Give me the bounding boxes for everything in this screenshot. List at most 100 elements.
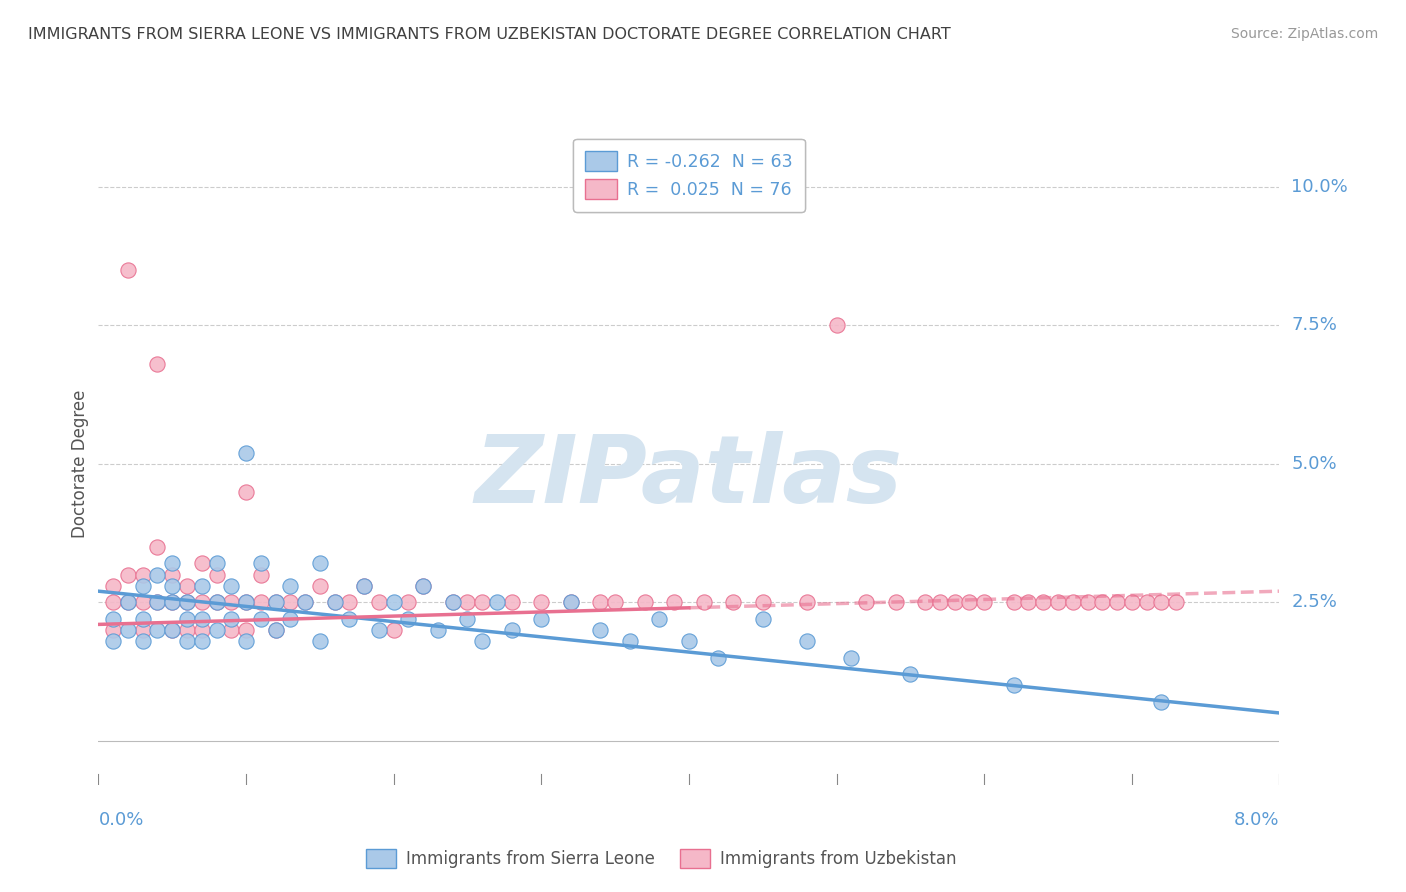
Point — [146, 595, 169, 609]
Point — [943, 595, 966, 609]
Point — [176, 579, 198, 593]
Point — [264, 595, 287, 609]
Point — [501, 595, 523, 609]
Point — [176, 595, 198, 609]
Point — [471, 634, 494, 648]
Point — [367, 623, 389, 637]
Point — [162, 595, 183, 609]
Point — [693, 595, 716, 609]
Point — [264, 623, 287, 637]
Point — [103, 623, 124, 637]
Point — [396, 612, 419, 626]
Point — [117, 595, 139, 609]
Point — [176, 623, 198, 637]
Point — [278, 579, 301, 593]
Point — [839, 650, 862, 665]
Point — [751, 612, 773, 626]
Point — [560, 595, 582, 609]
Text: ZIPatlas: ZIPatlas — [475, 431, 903, 523]
Point — [132, 595, 155, 609]
Text: IMMIGRANTS FROM SIERRA LEONE VS IMMIGRANTS FROM UZBEKISTAN DOCTORATE DEGREE CORR: IMMIGRANTS FROM SIERRA LEONE VS IMMIGRAN… — [28, 27, 950, 42]
Point — [235, 595, 257, 609]
Point — [619, 634, 641, 648]
Point — [219, 579, 242, 593]
Point — [205, 595, 228, 609]
Point — [1062, 595, 1084, 609]
Point — [146, 595, 169, 609]
Point — [353, 579, 375, 593]
Point — [337, 612, 360, 626]
Point — [103, 612, 124, 626]
Point — [146, 567, 169, 582]
Point — [162, 567, 183, 582]
Point — [323, 595, 346, 609]
Point — [219, 623, 242, 637]
Point — [396, 595, 419, 609]
Point — [1091, 595, 1114, 609]
Point — [796, 595, 818, 609]
Point — [1077, 595, 1099, 609]
Point — [382, 595, 405, 609]
Point — [485, 595, 508, 609]
Point — [117, 595, 139, 609]
Point — [250, 567, 273, 582]
Point — [1002, 678, 1025, 692]
Point — [678, 634, 700, 648]
Point — [191, 579, 214, 593]
Point — [1046, 595, 1069, 609]
Point — [308, 557, 332, 571]
Point — [235, 595, 257, 609]
Point — [560, 595, 582, 609]
Point — [235, 634, 257, 648]
Point — [235, 623, 257, 637]
Point — [250, 557, 273, 571]
Point — [721, 595, 744, 609]
Point — [898, 667, 921, 681]
Point — [176, 612, 198, 626]
Point — [162, 623, 183, 637]
Point — [353, 579, 375, 593]
Point — [103, 579, 124, 593]
Point — [382, 623, 405, 637]
Point — [132, 567, 155, 582]
Point — [219, 595, 242, 609]
Point — [1032, 595, 1054, 609]
Point — [1135, 595, 1157, 609]
Point — [1121, 595, 1143, 609]
Point — [294, 595, 316, 609]
Point — [412, 579, 434, 593]
Point — [205, 595, 228, 609]
Point — [264, 595, 287, 609]
Point — [412, 579, 434, 593]
Point — [191, 612, 214, 626]
Point — [205, 557, 228, 571]
Point — [191, 623, 214, 637]
Point — [648, 612, 671, 626]
Text: 7.5%: 7.5% — [1291, 317, 1337, 334]
Point — [146, 623, 169, 637]
Point — [235, 484, 257, 499]
Point — [308, 634, 332, 648]
Legend: R = -0.262  N = 63, R =  0.025  N = 76: R = -0.262 N = 63, R = 0.025 N = 76 — [574, 138, 804, 211]
Point — [132, 579, 155, 593]
Point — [1150, 595, 1173, 609]
Point — [146, 540, 169, 554]
Text: 5.0%: 5.0% — [1291, 455, 1337, 473]
Point — [146, 357, 169, 371]
Point — [501, 623, 523, 637]
Point — [176, 634, 198, 648]
Point — [250, 595, 273, 609]
Point — [1150, 695, 1173, 709]
Legend: Immigrants from Sierra Leone, Immigrants from Uzbekistan: Immigrants from Sierra Leone, Immigrants… — [359, 842, 963, 875]
Point — [132, 612, 155, 626]
Point — [664, 595, 686, 609]
Point — [914, 595, 936, 609]
Point — [589, 595, 612, 609]
Point — [796, 634, 818, 648]
Point — [162, 595, 183, 609]
Point — [205, 623, 228, 637]
Point — [441, 595, 464, 609]
Point — [456, 595, 478, 609]
Point — [751, 595, 773, 609]
Point — [103, 634, 124, 648]
